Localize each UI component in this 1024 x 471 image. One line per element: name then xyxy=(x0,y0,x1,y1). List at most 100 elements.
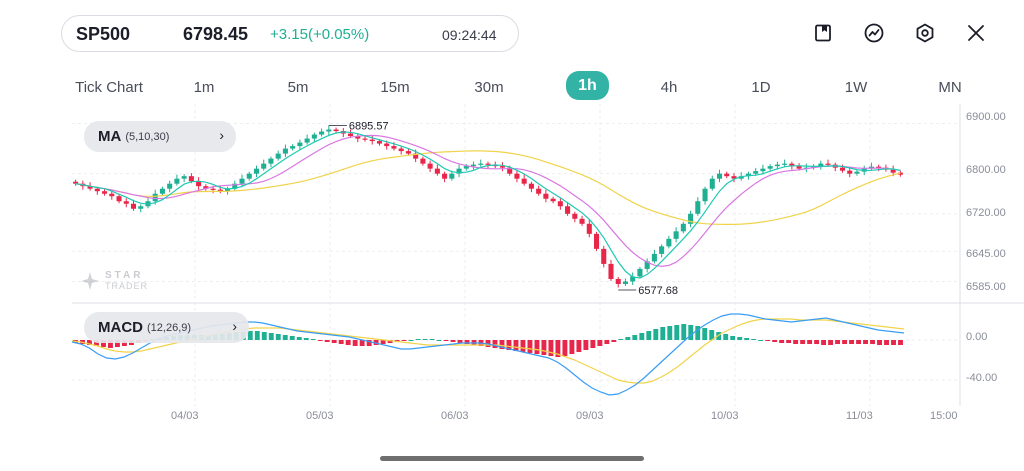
tab-4h[interactable]: 4h xyxy=(660,78,678,96)
close-icon[interactable] xyxy=(963,20,989,46)
candle-body xyxy=(326,129,332,132)
candle-body xyxy=(702,188,708,202)
macd-histogram-bar xyxy=(611,340,617,342)
macd-histogram-bar xyxy=(268,333,274,340)
macd-histogram-bar xyxy=(891,340,896,345)
candle-body xyxy=(644,261,650,269)
date-label: 04/03 xyxy=(171,410,199,422)
candle-body xyxy=(159,188,165,194)
macd-histogram-bar xyxy=(898,340,903,345)
macd-histogram-bar xyxy=(534,340,540,354)
tab-15m[interactable]: 15m xyxy=(380,78,410,96)
tab-tick-chart[interactable]: Tick Chart xyxy=(75,78,143,96)
macd-histogram-bar xyxy=(618,339,624,340)
macd-histogram-bar xyxy=(366,340,372,346)
macd-histogram-bar xyxy=(387,340,393,343)
candle-body xyxy=(253,168,260,174)
candle-body xyxy=(745,173,751,177)
trend-icon[interactable] xyxy=(861,20,887,46)
candle-body xyxy=(470,164,477,167)
tab-1w[interactable]: 1W xyxy=(844,78,868,96)
macd-histogram-bar xyxy=(779,340,785,343)
candle-body xyxy=(731,176,737,179)
candle-body xyxy=(550,198,556,202)
macd-histogram-bar xyxy=(548,340,554,356)
macd-histogram-bar xyxy=(450,340,456,342)
macd-tick-label: 0.00 xyxy=(966,331,988,343)
date-label: 09/03 xyxy=(576,410,604,422)
candle-body xyxy=(123,201,129,204)
macd-histogram-bar xyxy=(275,334,281,340)
candle-body xyxy=(724,173,730,177)
macd-histogram-bar xyxy=(835,340,841,344)
candle-body xyxy=(427,163,433,169)
quote-time: 09:24:44 xyxy=(442,27,497,43)
candle-body xyxy=(102,191,108,194)
candle-body xyxy=(138,206,144,209)
candle-body xyxy=(507,167,513,174)
candle-body xyxy=(225,188,231,192)
home-indicator[interactable] xyxy=(380,456,644,461)
tab-1d[interactable]: 1D xyxy=(751,78,771,96)
star-trader-watermark: STAR TRADER xyxy=(80,271,148,291)
candle-body xyxy=(528,183,534,189)
settings-icon[interactable] xyxy=(912,20,938,46)
ma-label: MA xyxy=(98,128,122,145)
candle-body xyxy=(557,201,563,207)
macd-histogram-bar xyxy=(660,327,666,340)
candle-body xyxy=(485,163,491,165)
tab-1h[interactable]: 1h xyxy=(566,71,609,100)
chevron-right-icon: › xyxy=(219,127,224,143)
candle-body xyxy=(232,183,238,189)
ma-indicator-chip[interactable]: MA (5,10,30) › xyxy=(84,121,236,152)
macd-histogram-bar xyxy=(282,335,288,340)
candle-body xyxy=(196,181,202,187)
candle-body xyxy=(210,188,216,190)
tab-30m[interactable]: 30m xyxy=(474,78,504,96)
candle-body xyxy=(319,131,325,135)
macd-histogram-bar xyxy=(101,340,106,347)
candle-body xyxy=(709,178,715,189)
macd-histogram-bar xyxy=(492,340,498,348)
macd-histogram-bar xyxy=(884,340,889,345)
candle-body xyxy=(304,138,310,143)
candle-body xyxy=(311,134,317,139)
macd-indicator-chip[interactable]: MACD (12,26,9) › xyxy=(84,312,249,343)
candle-body xyxy=(579,218,585,224)
candle-body xyxy=(673,231,679,239)
macd-histogram-bar xyxy=(254,331,260,340)
tab-mn[interactable]: MN xyxy=(938,78,962,96)
macd-histogram-bar xyxy=(114,340,120,347)
current-price: 6798.45 xyxy=(183,24,249,44)
candle-body xyxy=(789,163,795,167)
ma30-line xyxy=(75,150,901,225)
price-tick-label: 6645.00 xyxy=(966,248,1006,260)
macd-histogram-bar xyxy=(709,330,715,340)
tab-5m[interactable]: 5m xyxy=(287,78,309,96)
candle-body xyxy=(376,141,383,144)
macd-histogram-bar xyxy=(408,340,414,341)
macd-histogram-bar xyxy=(373,340,379,345)
macd-histogram-bar xyxy=(863,340,868,344)
candle-body xyxy=(738,176,744,179)
candle-body xyxy=(680,223,686,232)
macd-histogram-bar xyxy=(849,340,855,344)
tab-1m[interactable]: 1m xyxy=(193,78,215,96)
symbol-quote-bar[interactable]: SP500 6798.45 +3.15(+0.05%) 09:24:44 xyxy=(61,15,519,52)
macd-histogram-bar xyxy=(765,340,771,341)
macd-histogram-bar xyxy=(422,339,428,340)
candle-body xyxy=(688,213,694,224)
candle-body xyxy=(405,151,411,154)
candle-body xyxy=(651,253,657,262)
candle-body xyxy=(753,171,759,174)
macd-histogram-bar xyxy=(121,340,127,346)
bookmark-icon[interactable] xyxy=(810,20,836,46)
macd-histogram-bar xyxy=(828,340,834,345)
candle-body xyxy=(413,153,419,159)
candle-body xyxy=(478,163,484,165)
macd-histogram-bar xyxy=(821,340,827,345)
macd-histogram-bar xyxy=(289,336,295,340)
candle-body xyxy=(615,278,621,284)
ma10-line xyxy=(75,134,901,268)
